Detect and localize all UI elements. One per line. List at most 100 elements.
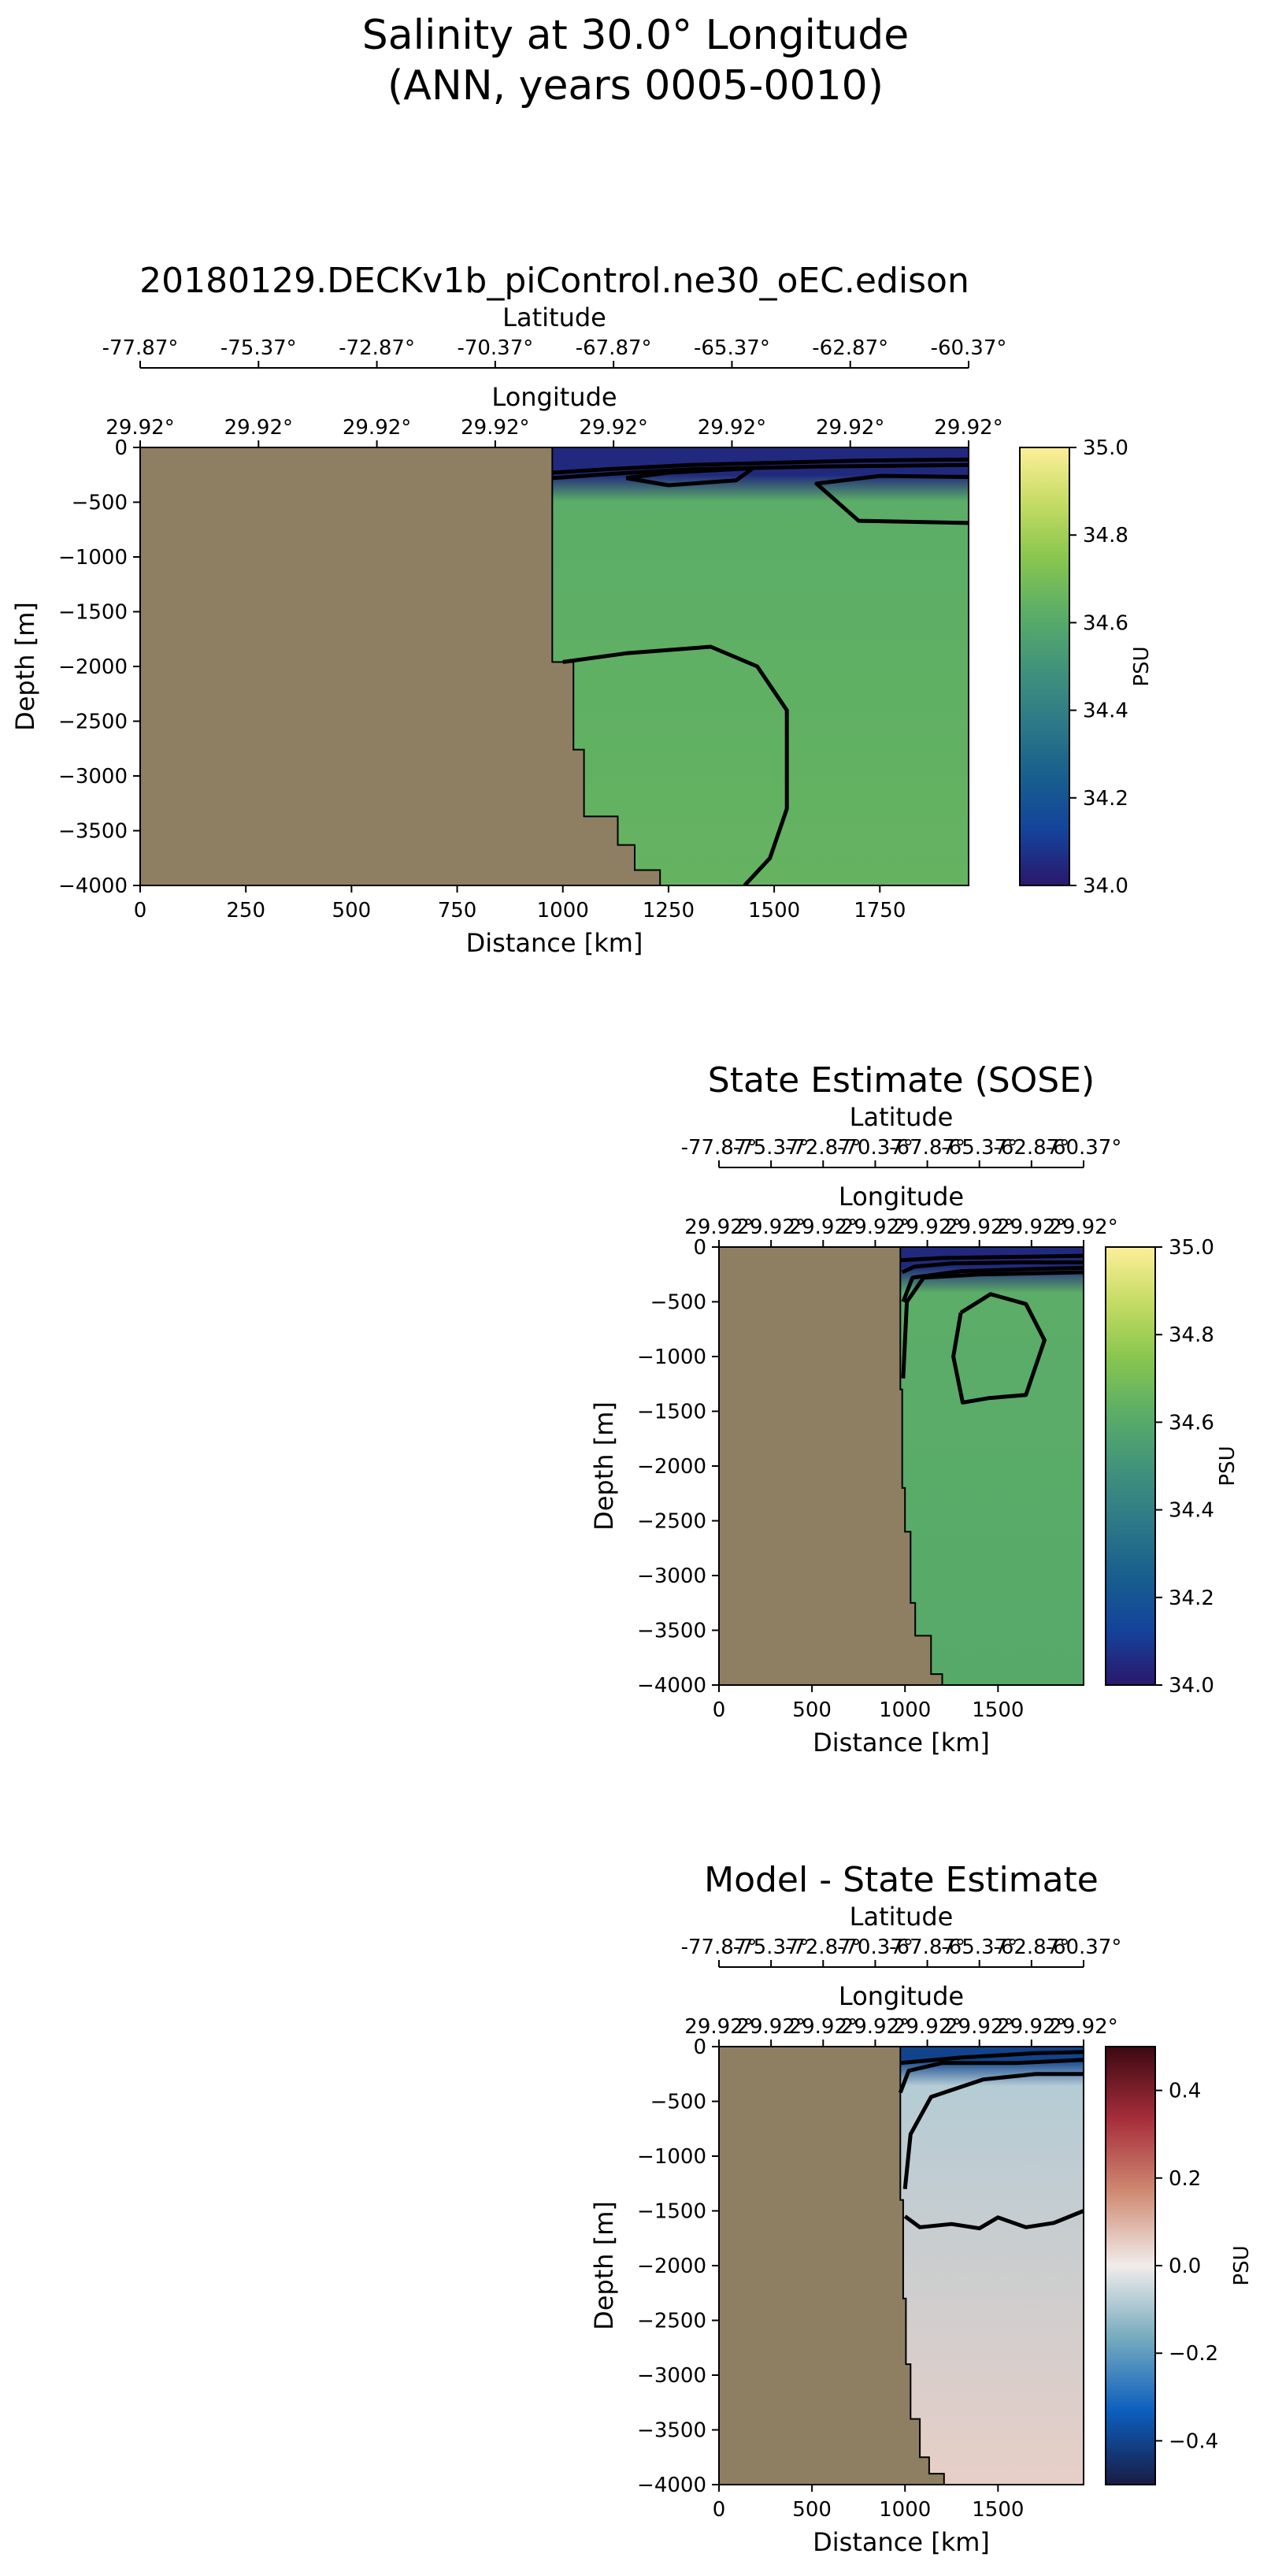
lon-tick-label: 29.92° — [893, 2015, 962, 2039]
contour-line — [951, 1292, 1047, 1405]
x-tick-label: 1250 — [643, 899, 695, 922]
colorbar-tick-label: 34.4 — [1083, 700, 1128, 723]
lon-tick-label: 29.92° — [997, 1216, 1065, 1239]
colorbar-tick-label: −0.2 — [1169, 2342, 1218, 2366]
y-tick-label: −1500 — [637, 1401, 706, 1424]
contour-line — [552, 457, 969, 475]
x-axis-label: Distance [km] — [466, 928, 643, 958]
lat-tick-label: -77.87° — [102, 336, 179, 360]
y-tick-label: −1000 — [58, 546, 128, 570]
chart-panel-1: 0 250 500 750 1000 1250 1500 1750 Distance [km] 0… — [10, 261, 1154, 958]
lon-tick-label: 29.92° — [461, 416, 529, 440]
lat-tick-label: -62.87° — [812, 336, 888, 360]
x-axis-label: Distance [km] — [813, 2527, 990, 2557]
panel-title: State Estimate (SOSE) — [708, 1060, 1095, 1101]
colorbar-tick-label: 34.6 — [1083, 611, 1128, 635]
lon-tick-label: 29.92° — [684, 1216, 753, 1239]
y-tick-label: −3500 — [637, 1620, 706, 1643]
panel-title: Model - State Estimate — [704, 1860, 1099, 1900]
x-tick-label: 0 — [134, 899, 147, 922]
y-tick-label: −3500 — [58, 820, 128, 844]
lat-tick-label: -72.87° — [785, 1136, 862, 1160]
y-tick-label: 0 — [693, 2036, 706, 2059]
lat-tick-label: -75.37° — [733, 1136, 810, 1160]
colorbar-tick-label: 0.2 — [1169, 2167, 1201, 2191]
contour-line — [900, 1253, 1084, 1263]
suptitle-line-1: Salinity at 30.0° Longitude — [362, 12, 910, 59]
lat-tick-label: -77.87° — [681, 1936, 758, 1959]
x-tick-label: 1000 — [879, 1698, 931, 1722]
lat-tick-label: -67.87° — [889, 1136, 965, 1160]
lat-axis-label: Latitude — [502, 303, 606, 332]
lon-axis-label: Longitude — [491, 382, 617, 412]
lon-tick-label: 29.92° — [789, 1216, 858, 1239]
contour-line — [900, 2050, 1084, 2066]
x-tick-label: 1500 — [972, 2498, 1024, 2522]
lon-tick-label: 29.92° — [684, 2015, 753, 2039]
x-tick-label: 1500 — [748, 899, 800, 922]
x-tick-label: 1500 — [972, 1698, 1024, 1722]
colorbar-tick-label: 34.0 — [1169, 1674, 1214, 1698]
lon-tick-label: 29.92° — [579, 416, 647, 440]
lon-tick-label: 29.92° — [816, 416, 884, 440]
lat-tick-label: -62.87° — [993, 1936, 1069, 1959]
lon-tick-label: 29.92° — [736, 2015, 805, 2039]
suptitle-line-2: (ANN, years 0005-0010) — [387, 62, 884, 109]
x-tick-label: 250 — [226, 899, 265, 922]
lat-tick-label: -62.87° — [993, 1136, 1069, 1160]
colorbar-tick-label: 34.2 — [1169, 1587, 1214, 1610]
y-tick-label: −3000 — [58, 765, 128, 789]
y-tick-label: −4000 — [58, 874, 128, 898]
contour-line — [552, 462, 969, 481]
colorbar-tick-label: 35.0 — [1169, 1236, 1214, 1260]
lat-tick-label: -70.37° — [837, 1136, 913, 1160]
x-tick-label: 500 — [792, 1698, 832, 1722]
y-tick-label: −1500 — [637, 2200, 706, 2224]
y-tick-label: −500 — [650, 1291, 706, 1315]
lat-axis-label: Latitude — [850, 1902, 954, 1932]
colorbar — [1105, 1246, 1156, 1686]
lat-tick-label: -65.37° — [941, 1136, 1017, 1160]
lon-tick-label: 29.92° — [106, 416, 174, 440]
colorbar-label: PSU — [1216, 1446, 1240, 1486]
x-tick-label: 1750 — [854, 899, 906, 922]
y-tick-label: −3000 — [637, 2364, 706, 2388]
lat-tick-label: -65.37° — [694, 336, 770, 360]
y-tick-label: −1500 — [58, 601, 128, 625]
lon-tick-label: 29.92° — [736, 1216, 805, 1239]
lat-tick-label: -60.37° — [1046, 1936, 1122, 1959]
contour-line — [814, 473, 969, 525]
lon-tick-label: 29.92° — [945, 2015, 1013, 2039]
lat-tick-label: -60.37° — [931, 336, 1007, 360]
x-tick-label: 500 — [792, 2498, 832, 2522]
x-tick-label: 1000 — [537, 899, 589, 922]
lon-tick-label: 29.92° — [893, 1216, 962, 1239]
colorbar-tick-label: 34.0 — [1083, 874, 1128, 898]
x-axis-label: Distance [km] — [813, 1728, 990, 1758]
contour-line — [901, 1270, 1084, 1379]
lon-tick-label: 29.92° — [1049, 2015, 1117, 2039]
chart-panel-2: 0 500 1000 1500 Distance [km] 0 −500 −1000 −1500… — [589, 1060, 1240, 1758]
colorbar-tick-label: 34.2 — [1083, 787, 1128, 811]
land-mask — [140, 447, 661, 885]
colorbar-tick-label: 34.8 — [1083, 524, 1128, 547]
colorbar-tick-label: 34.8 — [1169, 1323, 1214, 1347]
lon-axis-label: Longitude — [839, 1182, 964, 1212]
colorbar — [1019, 447, 1070, 886]
contour-line — [902, 2072, 1084, 2189]
colorbar-tick-label: 0.0 — [1169, 2255, 1201, 2278]
lat-tick-label: -67.87° — [889, 1936, 965, 1959]
y-tick-label: −2000 — [58, 655, 128, 679]
lat-tick-label: -65.37° — [941, 1936, 1017, 1959]
lat-tick-label: -72.87° — [785, 1936, 862, 1959]
y-tick-label: −4000 — [637, 2474, 706, 2497]
land-mask — [719, 2047, 945, 2485]
lon-axis-label: Longitude — [839, 1981, 964, 2011]
y-tick-label: −500 — [72, 492, 128, 515]
x-tick-label: 1000 — [879, 2498, 931, 2522]
y-tick-label: 0 — [693, 1236, 706, 1260]
panel-title: 20180129.DECKv1b_piControl.ne30_oEC.edis… — [139, 261, 969, 301]
y-axis-label: Depth [m] — [589, 2201, 619, 2330]
colorbar-tick-label: 0.4 — [1169, 2080, 1201, 2103]
